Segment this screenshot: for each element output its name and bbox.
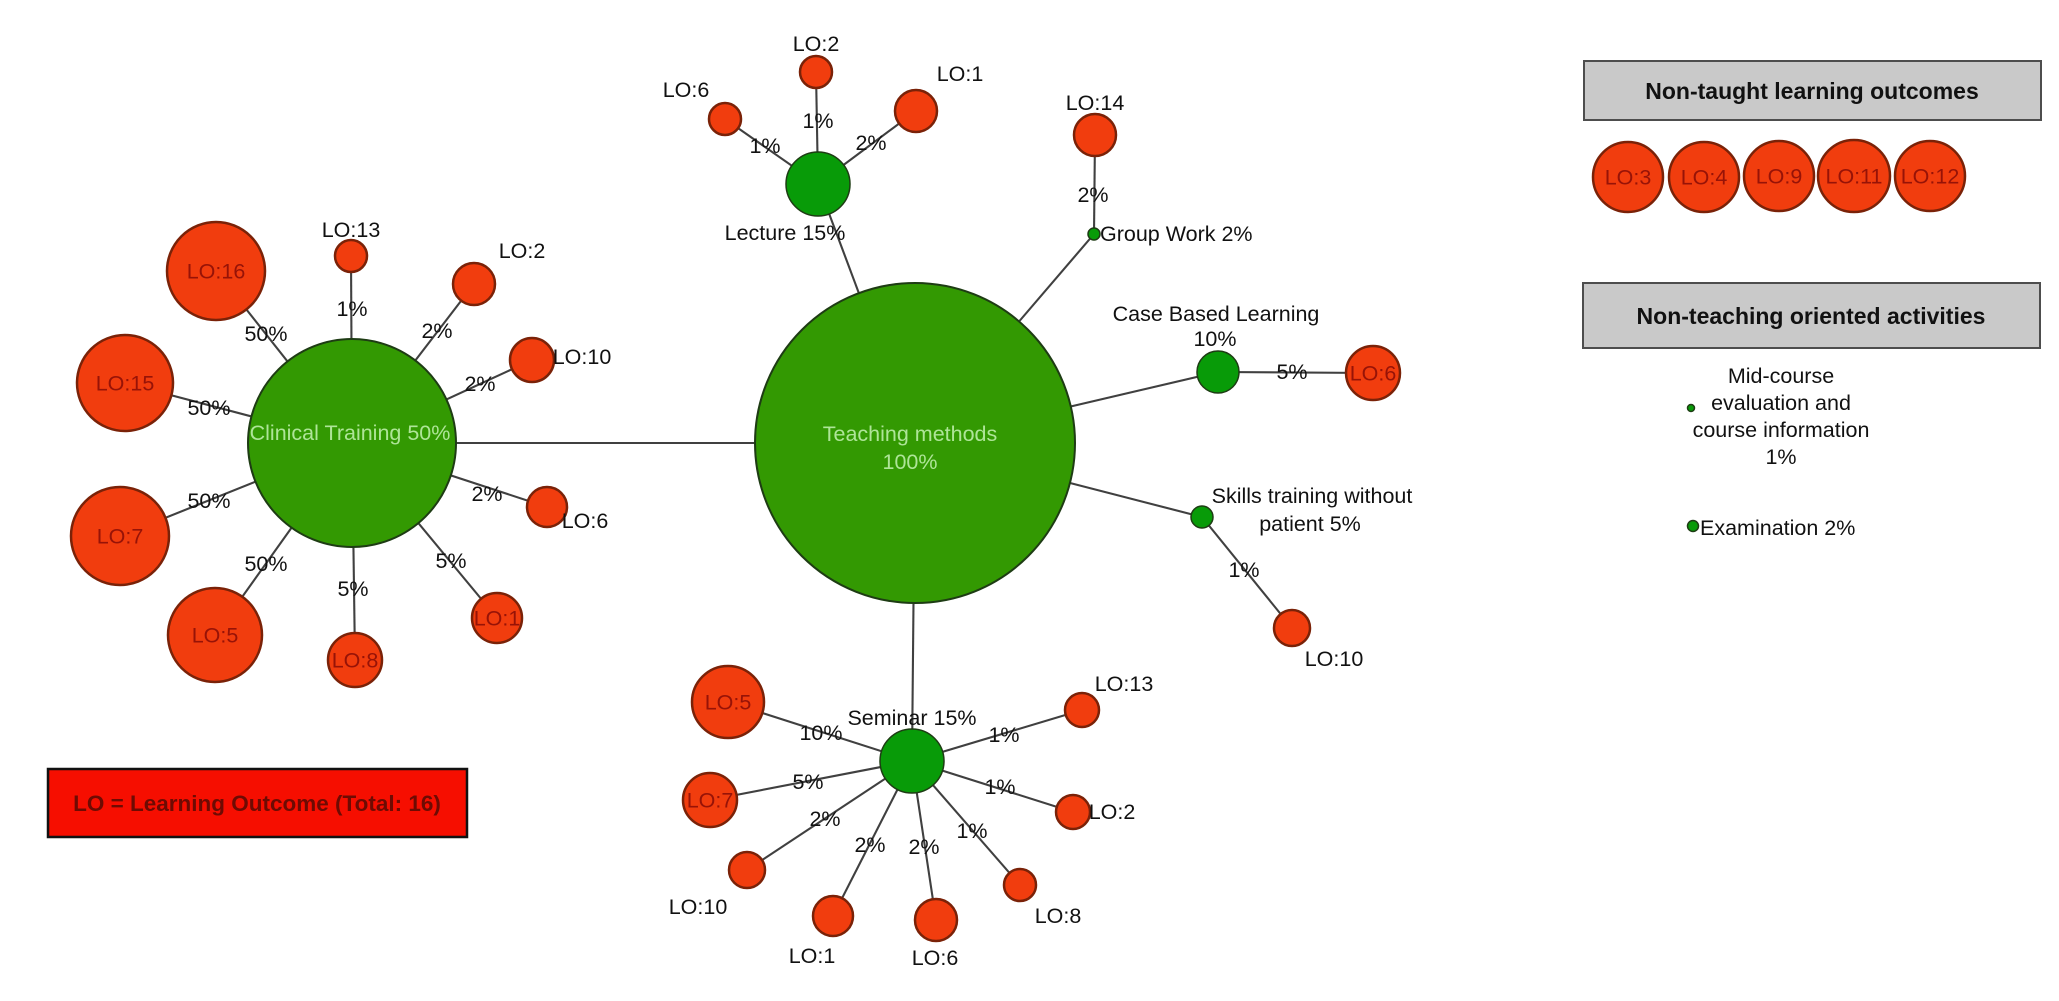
svg-text:LO:10: LO:10 — [553, 345, 612, 369]
svg-text:100%: 100% — [883, 450, 938, 474]
svg-text:LO:16: LO:16 — [187, 260, 246, 284]
svg-text:Teaching methods: Teaching methods — [823, 422, 998, 446]
svg-text:LO:5: LO:5 — [192, 624, 239, 648]
svg-text:Skills training without: Skills training without — [1212, 484, 1413, 508]
svg-text:2%: 2% — [854, 833, 885, 857]
svg-text:course information: course information — [1693, 418, 1870, 442]
svg-text:2%: 2% — [421, 319, 452, 343]
svg-text:Examination 2%: Examination 2% — [1700, 516, 1855, 540]
svg-text:LO:1: LO:1 — [789, 944, 836, 968]
svg-text:LO:7: LO:7 — [97, 525, 144, 549]
svg-text:LO:10: LO:10 — [1305, 647, 1364, 671]
svg-text:LO:5: LO:5 — [705, 691, 752, 715]
svg-text:LO:13: LO:13 — [322, 218, 381, 242]
svg-text:LO:3: LO:3 — [1605, 166, 1652, 190]
svg-text:1%: 1% — [988, 723, 1019, 747]
svg-text:2%: 2% — [464, 372, 495, 396]
svg-text:2%: 2% — [855, 131, 886, 155]
svg-text:LO:6: LO:6 — [562, 509, 609, 533]
svg-text:1%: 1% — [1765, 445, 1796, 469]
svg-text:LO:15: LO:15 — [96, 372, 155, 396]
svg-text:Lecture 15%: Lecture 15% — [725, 221, 846, 245]
svg-text:1%: 1% — [984, 775, 1015, 799]
svg-text:10%: 10% — [1193, 327, 1236, 351]
svg-text:LO:13: LO:13 — [1095, 672, 1154, 696]
svg-text:LO:6: LO:6 — [663, 78, 710, 102]
svg-text:50%: 50% — [244, 322, 287, 346]
svg-text:2%: 2% — [471, 482, 502, 506]
svg-text:LO:9: LO:9 — [1756, 165, 1803, 189]
svg-text:50%: 50% — [244, 552, 287, 576]
svg-text:Mid-course: Mid-course — [1728, 364, 1834, 388]
svg-text:1%: 1% — [802, 109, 833, 133]
svg-text:LO:8: LO:8 — [1035, 904, 1082, 928]
svg-text:LO:4: LO:4 — [1681, 166, 1728, 190]
svg-text:5%: 5% — [337, 577, 368, 601]
svg-text:1%: 1% — [336, 297, 367, 321]
svg-text:Case Based Learning: Case Based Learning — [1113, 302, 1320, 326]
svg-text:2%: 2% — [1077, 183, 1108, 207]
svg-text:50%: 50% — [187, 396, 230, 420]
svg-text:2%: 2% — [908, 835, 939, 859]
svg-text:LO:2: LO:2 — [499, 239, 546, 263]
svg-text:10%: 10% — [799, 721, 842, 745]
svg-text:LO:14: LO:14 — [1066, 91, 1125, 115]
svg-text:Clinical Training 50%: Clinical Training 50% — [250, 421, 451, 445]
svg-text:LO:1: LO:1 — [937, 62, 984, 86]
svg-text:Non-teaching oriented activiti: Non-teaching oriented activities — [1637, 303, 1986, 329]
svg-text:LO:10: LO:10 — [669, 895, 728, 919]
svg-text:5%: 5% — [1276, 360, 1307, 384]
svg-text:LO:2: LO:2 — [793, 32, 840, 56]
svg-text:50%: 50% — [187, 489, 230, 513]
svg-text:LO = Learning Outcome (Total:: LO = Learning Outcome (Total: 16) — [73, 791, 441, 816]
svg-text:1%: 1% — [956, 819, 987, 843]
svg-text:LO:6: LO:6 — [1350, 362, 1397, 386]
svg-text:LO:11: LO:11 — [1826, 165, 1883, 189]
svg-text:LO:12: LO:12 — [1901, 165, 1960, 189]
svg-text:Seminar 15%: Seminar 15% — [847, 706, 976, 730]
svg-text:LO:2: LO:2 — [1089, 800, 1136, 824]
svg-text:LO:8: LO:8 — [332, 649, 379, 673]
svg-text:5%: 5% — [435, 549, 466, 573]
svg-text:Group Work 2%: Group Work 2% — [1100, 222, 1253, 246]
svg-text:LO:6: LO:6 — [912, 946, 959, 970]
svg-text:5%: 5% — [792, 770, 823, 794]
svg-text:1%: 1% — [749, 134, 780, 158]
svg-text:Non-taught learning outcomes: Non-taught learning outcomes — [1645, 78, 1979, 104]
svg-text:1%: 1% — [1228, 558, 1259, 582]
svg-text:evaluation and: evaluation and — [1711, 391, 1851, 415]
svg-text:patient 5%: patient 5% — [1259, 512, 1361, 536]
svg-text:2%: 2% — [809, 807, 840, 831]
svg-text:LO:7: LO:7 — [687, 789, 734, 813]
svg-text:LO:1: LO:1 — [474, 607, 521, 631]
